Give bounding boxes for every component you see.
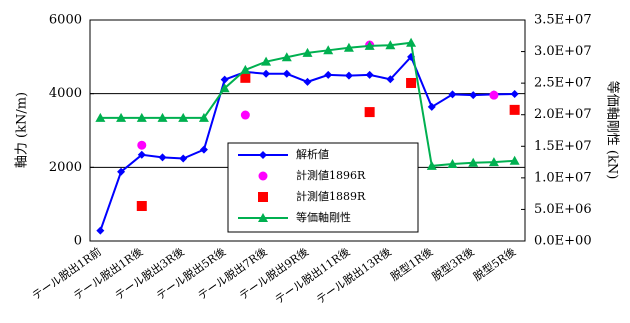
point: [469, 91, 478, 100]
point: [303, 77, 312, 86]
point: [137, 150, 146, 159]
point: [447, 158, 458, 168]
x-tick-label: テール脱出7R後: [195, 244, 270, 302]
x-tick-label: テール脱出1R後: [71, 244, 146, 302]
x-tick-label: テール脱出9R後: [236, 244, 311, 302]
y2-tick-label: 2.0E+07: [534, 107, 592, 122]
x-tick-label: 脱型5R後: [471, 244, 519, 283]
point: [240, 110, 250, 120]
point: [509, 155, 520, 165]
legend-label: 解析値: [296, 147, 329, 161]
legend-marker: [258, 213, 268, 222]
point: [136, 112, 147, 122]
legend-marker: [259, 151, 267, 159]
point: [364, 107, 375, 118]
point: [137, 140, 147, 150]
point: [157, 112, 168, 122]
point: [343, 42, 354, 52]
point: [323, 45, 334, 55]
x-tick-label: テール脱出5R後: [153, 244, 228, 302]
point: [219, 83, 230, 93]
y2-tick-label: 0.0E+00: [534, 234, 592, 249]
x-tick-label: テール脱出1R前: [29, 244, 104, 302]
point: [386, 75, 395, 84]
x-tick-label: テール脱出3R後: [112, 244, 187, 302]
x-tick-label: テール脱出13R後: [313, 244, 393, 306]
legend-label: 計測値1889R: [296, 189, 366, 203]
point: [509, 104, 520, 115]
point: [178, 112, 189, 122]
legend-marker: [258, 192, 268, 202]
y2-tick-label: 2.5E+07: [534, 76, 592, 91]
point: [95, 112, 106, 122]
point: [281, 52, 292, 62]
legend-label: 等価軸剛性: [296, 210, 351, 224]
point: [365, 70, 374, 79]
y-tick-label: 0: [74, 234, 82, 249]
y2-tick-label: 1.0E+07: [534, 170, 592, 185]
y-axis-title: 軸力 (kN/m): [15, 92, 30, 168]
y2-tick-label: 1.5E+07: [534, 139, 592, 154]
point: [179, 154, 188, 163]
legend-label: 計測値1896R: [296, 168, 366, 182]
point: [385, 40, 396, 50]
point: [324, 70, 333, 79]
point: [488, 157, 499, 167]
point: [364, 40, 375, 50]
y-tick-label: 2000: [49, 160, 82, 175]
point: [468, 157, 479, 167]
point: [344, 71, 353, 80]
point: [426, 160, 437, 170]
point: [158, 153, 167, 162]
point: [262, 69, 271, 78]
y2-tick-label: 5.0E+06: [534, 202, 592, 217]
point: [406, 77, 417, 88]
point: [117, 167, 126, 176]
point: [240, 64, 251, 74]
point: [240, 72, 251, 83]
point: [406, 37, 417, 47]
y2-tick-label: 3.0E+07: [534, 44, 592, 59]
y2-axis-title: 等価軸剛性 (kN): [605, 81, 621, 180]
x-tick-label: テール脱出11R後: [272, 244, 352, 306]
point: [220, 75, 229, 84]
point: [448, 90, 457, 99]
x-tick-label: 脱型3R後: [429, 244, 477, 283]
y-tick-label: 4000: [49, 86, 82, 101]
point: [199, 145, 208, 154]
point: [489, 90, 499, 100]
legend-marker: [258, 171, 268, 181]
point: [261, 56, 272, 66]
point: [136, 201, 147, 212]
point: [302, 47, 313, 57]
x-tick-label: 脱型1R後: [388, 244, 436, 283]
point: [198, 112, 209, 122]
point: [510, 90, 519, 99]
point: [116, 112, 127, 122]
point: [427, 102, 436, 111]
y-tick-label: 6000: [49, 13, 82, 28]
point: [96, 226, 105, 235]
point: [282, 69, 291, 78]
y2-tick-label: 3.5E+07: [534, 13, 592, 28]
